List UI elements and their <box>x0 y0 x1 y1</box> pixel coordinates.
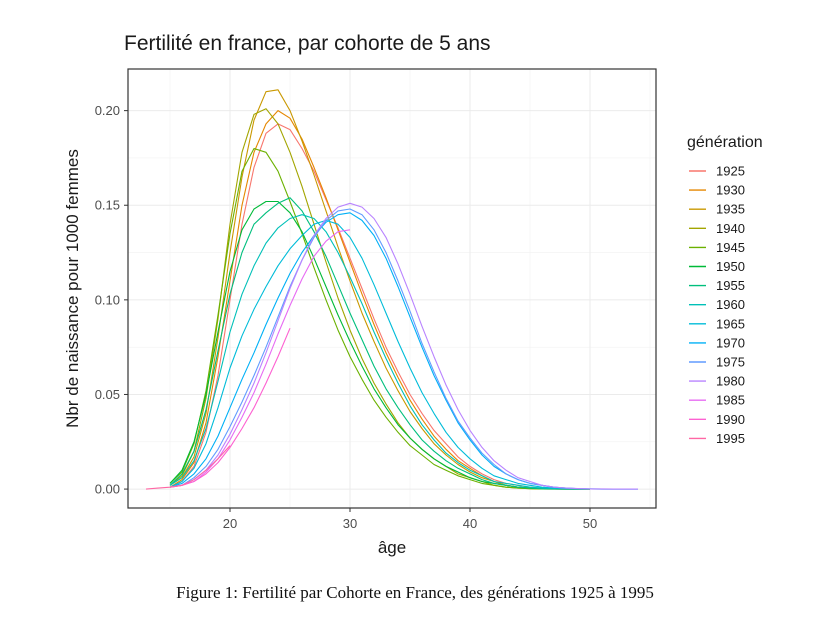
series-line-1945 <box>169 147 590 490</box>
legend-label-1945: 1945 <box>716 240 745 255</box>
legend-label-1970: 1970 <box>716 335 745 350</box>
legend-items: 1925 1930 1935 1940 1945 1950 1955 1960 1965 1970… <box>689 164 745 446</box>
x-axis: 20 30 40 50 <box>223 508 597 531</box>
legend-label-1995: 1995 <box>716 431 745 446</box>
panel-border <box>127 68 657 509</box>
x-tick-label: 20 <box>223 516 237 531</box>
series-line-1985 <box>169 229 351 488</box>
legend-label-1960: 1960 <box>716 297 745 312</box>
legend-title: génération <box>687 134 763 151</box>
legend-label-1990: 1990 <box>716 412 745 427</box>
x-tick-label: 30 <box>343 516 357 531</box>
legend-label-1965: 1965 <box>716 316 745 331</box>
fertility-chart: Fertilité en france, par cohorte de 5 an… <box>63 32 763 557</box>
legend-label-1955: 1955 <box>716 278 745 293</box>
series-line-1955 <box>169 197 590 490</box>
series-line-1990 <box>169 327 291 488</box>
x-tick-label: 40 <box>463 516 477 531</box>
legend-label-1980: 1980 <box>716 374 745 389</box>
legend-label-1985: 1985 <box>716 393 745 408</box>
legend-label-1935: 1935 <box>716 202 745 217</box>
series-line-1980 <box>169 202 638 490</box>
y-axis-title: Nbr de naissance pour 1000 femmes <box>63 149 82 428</box>
legend-label-1930: 1930 <box>716 183 745 198</box>
x-tick-label: 50 <box>583 516 597 531</box>
legend-label-1950: 1950 <box>716 259 745 274</box>
legend-label-1975: 1975 <box>716 355 745 370</box>
y-tick-label: 0.05 <box>95 387 120 402</box>
series-lines <box>145 89 638 490</box>
y-tick-label: 0.15 <box>95 198 120 213</box>
series-line-1960 <box>169 214 590 490</box>
series-line-1965 <box>169 219 591 490</box>
chart-title: Fertilité en france, par cohorte de 5 an… <box>124 32 491 55</box>
y-tick-label: 0.20 <box>95 103 120 118</box>
series-line-1995 <box>145 445 231 490</box>
y-tick-label: 0.00 <box>95 482 120 497</box>
y-tick-label: 0.10 <box>95 292 120 307</box>
legend-label-1925: 1925 <box>716 164 745 179</box>
legend-label-1940: 1940 <box>716 221 745 236</box>
legend: génération 19251930193519401945195019551… <box>687 134 763 446</box>
x-axis-title: âge <box>378 538 406 557</box>
figure-caption: Figure 1: Fertilité par Cohorte en Franc… <box>176 583 654 602</box>
plot-panel <box>127 68 657 509</box>
y-axis: 0.00 0.05 0.10 0.15 0.20 <box>95 103 128 497</box>
